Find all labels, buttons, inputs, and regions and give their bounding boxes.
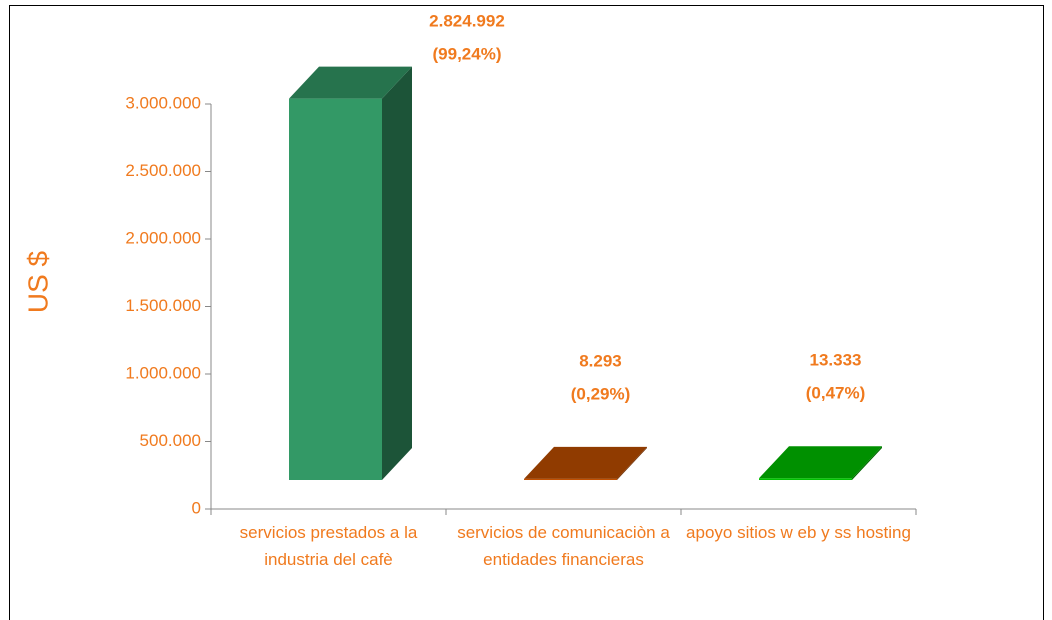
- y-tick-label: 500.000: [140, 431, 201, 450]
- bar-front: [289, 98, 382, 480]
- y-tick-label: 2.000.000: [125, 228, 201, 247]
- bar-side: [852, 446, 882, 480]
- chart-border: [9, 5, 1044, 620]
- y-tick-label: 1.500.000: [125, 296, 201, 315]
- bar-front: [524, 478, 617, 480]
- y-tick-label: 3.000.000: [125, 93, 201, 112]
- y-tick-label: 1.000.000: [125, 363, 201, 382]
- value-label: 8.293: [579, 351, 622, 370]
- value-label: 2.824.992: [429, 11, 505, 30]
- share-label: (0,29%): [571, 384, 631, 403]
- y-tick-label: 2.500.000: [125, 161, 201, 180]
- x-tick-label: apoyo sitios w eb y ss hosting: [686, 523, 911, 542]
- bar: [524, 446, 647, 480]
- share-label: (99,24%): [433, 44, 502, 63]
- bar-front: [759, 478, 852, 480]
- share-label: (0,47%): [806, 384, 866, 403]
- x-tick-label: servicios de comunicaciòn a entidades fi…: [457, 523, 670, 569]
- value-label: 13.333: [810, 351, 862, 370]
- y-tick-label: 0: [192, 498, 201, 517]
- x-tick-label: servicios prestados a la industria del c…: [239, 523, 418, 569]
- bar-side: [382, 66, 412, 480]
- bar-top: [759, 446, 882, 479]
- bar-side: [617, 446, 647, 480]
- bar-top: [289, 66, 412, 99]
- y-axis-title: US $: [22, 250, 53, 313]
- bar: [289, 66, 412, 480]
- bar-top: [524, 446, 647, 479]
- bar: [759, 446, 882, 480]
